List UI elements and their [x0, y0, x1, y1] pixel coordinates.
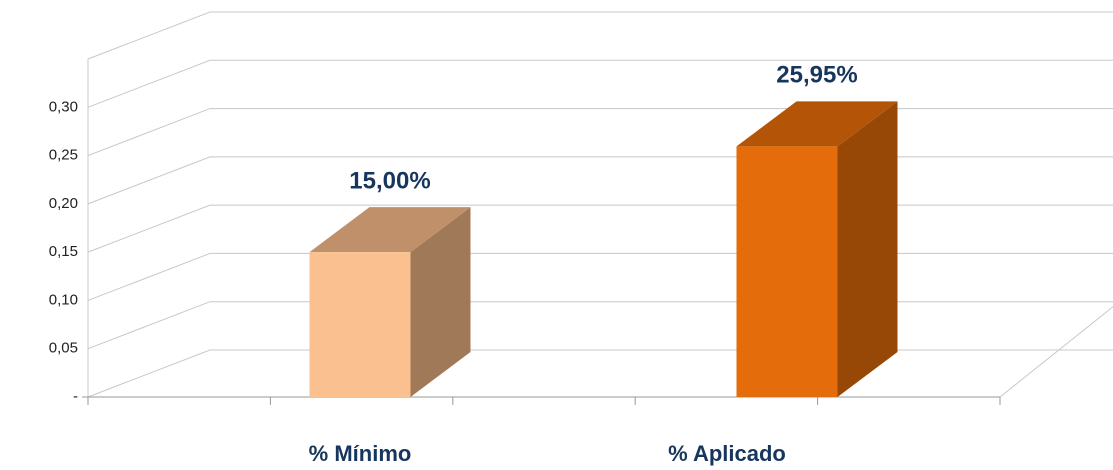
- bar-side: [410, 207, 471, 397]
- y-tick-label: 0,05: [49, 340, 78, 357]
- bar-top: [736, 101, 898, 147]
- wall-edge: [87, 11, 1113, 60]
- grid-line: [87, 108, 1113, 157]
- grid-line: [87, 301, 1113, 350]
- value-label: 15,00%: [349, 167, 430, 194]
- grid-line: [87, 349, 1113, 398]
- y-tick-label: 0,20: [49, 195, 78, 212]
- grid-line: [87, 59, 1113, 108]
- x-tick-label: % Aplicado: [668, 441, 786, 466]
- bar-side: [837, 101, 898, 397]
- floor-edge: [999, 306, 1113, 398]
- value-label: 25,95%: [776, 62, 857, 89]
- y-tick-label: 0,30: [49, 98, 78, 115]
- grid-line: [87, 252, 1113, 301]
- y-tick-label: 0,15: [49, 243, 78, 260]
- bar: [309, 252, 411, 397]
- x-tick-label: % Mínimo: [309, 441, 412, 466]
- bar-top: [309, 207, 471, 253]
- y-tick-label: -: [73, 388, 78, 405]
- grid-line: [87, 204, 1113, 253]
- y-tick-label: 0,25: [49, 147, 78, 164]
- grid-line: [87, 156, 1113, 205]
- y-tick-label: 0,10: [49, 291, 78, 308]
- bar: [736, 146, 838, 397]
